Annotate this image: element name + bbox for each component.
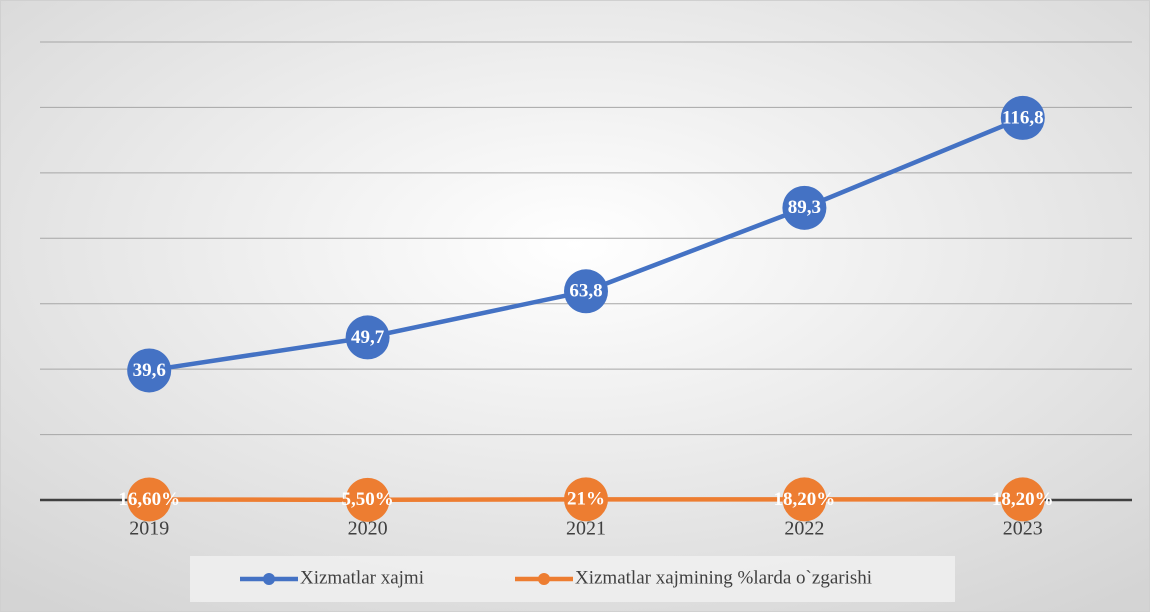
marker xyxy=(564,269,608,314)
marker xyxy=(564,477,608,522)
data-label: 5,50% xyxy=(341,489,393,510)
marker xyxy=(1000,95,1045,140)
x-tick-label: 2022 xyxy=(784,518,824,540)
data-label: 21% xyxy=(567,489,605,510)
marker xyxy=(782,185,827,230)
legend-label: Xizmatlar xajmi xyxy=(300,567,424,588)
marker xyxy=(127,348,172,393)
data-label: 18,20% xyxy=(774,489,836,510)
data-label: 49,7 xyxy=(351,327,385,348)
data-label: 18,20% xyxy=(992,489,1054,510)
marker xyxy=(345,315,390,360)
x-tick-label: 2023 xyxy=(1003,518,1043,540)
legend-marker xyxy=(538,573,550,585)
x-tick-label: 2019 xyxy=(129,518,169,540)
marker xyxy=(345,477,390,522)
data-label: 89,3 xyxy=(788,197,821,218)
marker xyxy=(782,477,827,522)
x-tick-label: 2020 xyxy=(348,518,388,540)
legend-marker xyxy=(263,573,275,585)
marker xyxy=(1000,477,1045,522)
x-tick-label: 2021 xyxy=(566,518,606,540)
legend-label: Xizmatlar xajmining %larda o`zgarishi xyxy=(575,567,872,588)
marker xyxy=(127,477,172,522)
data-label: 63,8 xyxy=(569,281,602,302)
data-label: 39,6 xyxy=(133,360,166,381)
data-label: 16,60% xyxy=(118,489,180,510)
data-label: 116,8 xyxy=(1002,107,1044,128)
